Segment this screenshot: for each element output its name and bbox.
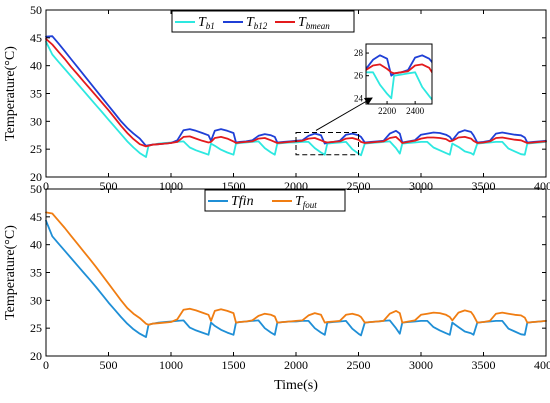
x-tick-label: 4000 <box>534 358 550 372</box>
x-axis-title: Time(s) <box>274 378 318 393</box>
y-tick-label: 30 <box>30 293 42 307</box>
inset-background <box>366 44 432 104</box>
zoom-region-box <box>295 131 359 156</box>
series-line-Tb12 <box>45 35 547 147</box>
legend-label: Tb1 <box>198 15 215 31</box>
x-tick-label: 1500 <box>222 358 246 372</box>
x-tick-label: 4000 <box>534 179 550 193</box>
series-line-Tb1 <box>45 40 547 158</box>
inset-x-tick-label: 2400 <box>406 106 425 116</box>
legend: Tb1 Tb12 Tbmean <box>171 10 355 33</box>
inset-x-tick-label: 2200 <box>378 106 397 116</box>
legend-label: Tfin <box>231 194 254 209</box>
chart-panel-1: 0500100015002000250030003500400020253035… <box>3 3 550 193</box>
legend: Tfin Tfout <box>204 189 346 212</box>
inset-chart: 2200 2400 24 26 28 <box>354 43 433 116</box>
y-tick-label: 50 <box>30 182 42 196</box>
x-tick-label: 0 <box>43 179 49 193</box>
legend-box <box>171 10 355 33</box>
x-tick-label: 2000 <box>284 358 308 372</box>
inset-y-tick-label: 28 <box>354 48 364 58</box>
x-tick-label: 1000 <box>159 358 183 372</box>
y-axis-title: Temperature(°C) <box>3 46 18 141</box>
inset-y-tick-label: 26 <box>354 71 364 81</box>
y-tick-label: 40 <box>30 59 42 73</box>
x-tick-label: 2500 <box>347 358 371 372</box>
legend-label: Tfout <box>295 194 317 210</box>
legend-label: Tb12 <box>246 15 268 31</box>
plot-frame <box>45 188 547 357</box>
x-tick-label: 3000 <box>409 358 433 372</box>
inset-frame <box>365 43 433 105</box>
y-tick-label: 25 <box>30 142 42 156</box>
series-line-Tfin <box>45 219 547 339</box>
y-tick-label: 35 <box>30 266 42 280</box>
y-axis-title: Temperature(°C) <box>3 225 18 320</box>
y-tick-label: 25 <box>30 321 42 335</box>
plot-frame <box>45 9 547 178</box>
y-tick-label: 50 <box>30 3 42 17</box>
inset-y-tick-label: 24 <box>354 93 364 103</box>
y-tick-label: 30 <box>30 114 42 128</box>
series-line-Tbmean <box>45 38 547 148</box>
y-tick-label: 20 <box>30 349 42 363</box>
y-tick-label: 45 <box>30 31 42 45</box>
y-tick-label: 35 <box>30 87 42 101</box>
chart-panel-2: 0500100015002000250030003500400020253035… <box>3 182 550 393</box>
zoom-arrow <box>315 97 373 131</box>
y-tick-label: 40 <box>30 238 42 252</box>
x-tick-label: 0 <box>43 358 49 372</box>
legend-label: Tbmean <box>298 15 330 31</box>
y-tick-label: 45 <box>30 210 42 224</box>
x-tick-label: 3500 <box>472 358 496 372</box>
x-tick-label: 500 <box>100 358 118 372</box>
series-line-Tfout <box>45 211 547 326</box>
y-tick-label: 20 <box>30 170 42 184</box>
